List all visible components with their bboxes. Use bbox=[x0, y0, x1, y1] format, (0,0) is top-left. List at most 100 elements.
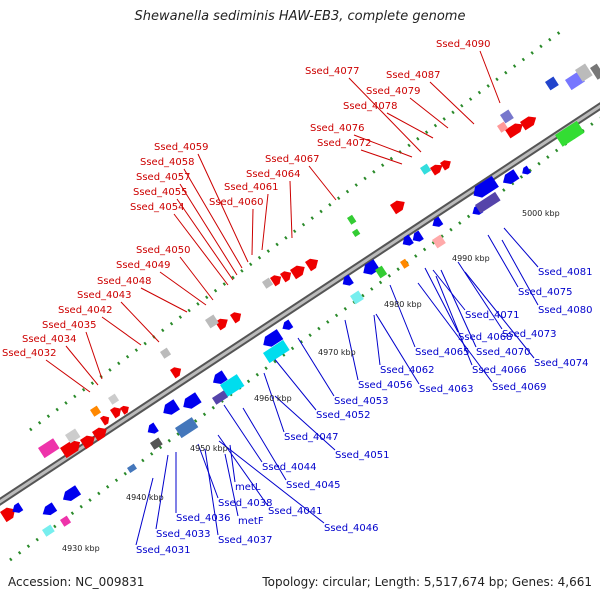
feature-box[interactable] bbox=[37, 438, 60, 459]
gene-label-forward[interactable]: Ssed_4048 bbox=[97, 276, 152, 287]
gene-label-reverse[interactable]: Ssed_4045 bbox=[286, 480, 341, 491]
gene-label-reverse[interactable]: Ssed_4037 bbox=[218, 535, 273, 546]
feature-box[interactable] bbox=[400, 258, 410, 269]
gene-label-reverse[interactable]: Ssed_4063 bbox=[419, 384, 474, 395]
reverse-gene[interactable] bbox=[40, 502, 58, 518]
feature-box[interactable] bbox=[65, 428, 81, 444]
feature-box[interactable] bbox=[575, 63, 593, 82]
gene-label-reverse[interactable]: Ssed_4038 bbox=[218, 498, 273, 509]
feature-box[interactable] bbox=[474, 191, 501, 214]
feature-box[interactable] bbox=[590, 63, 600, 80]
gene-label-forward[interactable]: Ssed_4076 bbox=[310, 123, 365, 134]
forward-gene[interactable] bbox=[92, 424, 110, 442]
gene-label-forward[interactable]: Ssed_4079 bbox=[366, 86, 421, 97]
feature-box[interactable] bbox=[346, 214, 357, 225]
gene-label-forward[interactable]: Ssed_4055 bbox=[133, 187, 188, 198]
forward-gene[interactable] bbox=[0, 504, 18, 523]
gene-label-forward[interactable]: Ssed_4035 bbox=[42, 320, 97, 331]
reverse-gene[interactable] bbox=[340, 274, 354, 289]
gene-label-reverse[interactable]: Ssed_4066 bbox=[472, 365, 527, 376]
feature-box[interactable] bbox=[420, 163, 432, 175]
gene-label-forward[interactable]: Ssed_4078 bbox=[343, 101, 398, 112]
gene-label-forward[interactable]: Ssed_4059 bbox=[154, 142, 209, 153]
gene-label-reverse[interactable]: Ssed_4053 bbox=[334, 396, 389, 407]
gene-label-reverse[interactable]: Ssed_4041 bbox=[268, 506, 323, 517]
forward-gene[interactable] bbox=[215, 315, 231, 331]
forward-gene[interactable] bbox=[120, 404, 131, 415]
forward-gene[interactable] bbox=[270, 273, 284, 287]
reverse-gene[interactable] bbox=[500, 169, 520, 187]
gene-label-forward[interactable]: Ssed_4043 bbox=[77, 290, 132, 301]
gene-label-reverse[interactable]: Ssed_4065 bbox=[415, 347, 470, 358]
feature-box[interactable] bbox=[108, 393, 120, 405]
gene-label-reverse[interactable]: metL bbox=[235, 482, 261, 493]
gene-label-forward[interactable]: Ssed_4054 bbox=[130, 202, 185, 213]
reverse-gene[interactable] bbox=[160, 399, 180, 418]
forward-gene[interactable] bbox=[60, 437, 83, 459]
gene-label-reverse[interactable]: Ssed_4074 bbox=[534, 358, 589, 369]
feature-box[interactable] bbox=[352, 228, 361, 238]
feature-box[interactable] bbox=[263, 339, 290, 364]
forward-gene[interactable] bbox=[170, 365, 184, 379]
feature-box[interactable] bbox=[159, 347, 172, 359]
forward-gene[interactable] bbox=[520, 113, 539, 131]
feature-box[interactable] bbox=[90, 405, 102, 417]
gene-label-reverse[interactable]: Ssed_4081 bbox=[538, 267, 593, 278]
gene-label-reverse[interactable]: Ssed_4033 bbox=[156, 529, 211, 540]
forward-gene[interactable] bbox=[390, 197, 408, 215]
feature-box[interactable] bbox=[500, 109, 514, 124]
gene-label-reverse[interactable]: Ssed_4068 bbox=[458, 332, 513, 343]
gene-label-reverse[interactable]: Ssed_4056 bbox=[358, 380, 413, 391]
reverse-gene[interactable] bbox=[400, 234, 414, 249]
gene-label-forward[interactable]: Ssed_4064 bbox=[246, 169, 301, 180]
reverse-gene[interactable] bbox=[520, 165, 532, 177]
reverse-gene[interactable] bbox=[430, 216, 444, 230]
gene-label-reverse[interactable]: Ssed_4047 bbox=[284, 432, 339, 443]
feature-box[interactable] bbox=[262, 277, 274, 289]
gene-label-reverse[interactable]: Ssed_4062 bbox=[380, 365, 435, 376]
forward-gene[interactable] bbox=[110, 405, 124, 419]
gene-label-reverse[interactable]: Ssed_4046 bbox=[324, 523, 379, 534]
gene-label-forward[interactable]: Ssed_4042 bbox=[58, 305, 113, 316]
gene-label-reverse[interactable]: Ssed_4071 bbox=[465, 310, 520, 321]
gene-label-reverse[interactable]: Ssed_4036 bbox=[176, 513, 231, 524]
gene-label-forward[interactable]: Ssed_4050 bbox=[136, 245, 191, 256]
feature-box[interactable] bbox=[431, 234, 446, 249]
forward-gene[interactable] bbox=[430, 161, 445, 176]
reverse-gene[interactable] bbox=[180, 392, 202, 412]
forward-gene[interactable] bbox=[80, 432, 98, 450]
gene-label-reverse[interactable]: Ssed_4070 bbox=[476, 347, 531, 358]
gene-label-reverse[interactable]: Ssed_4044 bbox=[262, 462, 317, 473]
gene-label-forward[interactable]: Ssed_4049 bbox=[116, 260, 171, 271]
forward-gene[interactable] bbox=[305, 255, 321, 272]
forward-gene[interactable] bbox=[280, 269, 294, 283]
forward-gene[interactable] bbox=[505, 120, 526, 139]
gene-label-forward[interactable]: Ssed_4072 bbox=[317, 138, 372, 149]
feature-box[interactable] bbox=[150, 437, 163, 450]
gene-label-reverse[interactable]: Ssed_4051 bbox=[335, 450, 390, 461]
feature-box[interactable] bbox=[212, 390, 229, 405]
feature-box[interactable] bbox=[497, 121, 509, 133]
feature-box[interactable] bbox=[174, 417, 199, 439]
gene-label-forward[interactable]: Ssed_4087 bbox=[386, 70, 441, 81]
gene-label-forward[interactable]: Ssed_4067 bbox=[265, 154, 320, 165]
reverse-gene[interactable] bbox=[470, 175, 499, 201]
forward-gene[interactable] bbox=[290, 262, 308, 280]
feature-box[interactable] bbox=[42, 524, 55, 537]
forward-gene[interactable] bbox=[440, 158, 453, 171]
feature-box[interactable] bbox=[350, 290, 364, 305]
feature-box[interactable] bbox=[60, 515, 72, 527]
reverse-gene[interactable] bbox=[210, 370, 228, 387]
reverse-gene[interactable] bbox=[60, 485, 82, 504]
forward-gene[interactable] bbox=[230, 310, 244, 324]
gene-label-forward[interactable]: Ssed_4090 bbox=[436, 39, 491, 50]
gene-label-reverse[interactable]: Ssed_4052 bbox=[316, 410, 371, 421]
reverse-gene[interactable] bbox=[10, 502, 24, 516]
feature-box[interactable] bbox=[544, 76, 559, 91]
gene-label-reverse[interactable]: Ssed_4073 bbox=[502, 329, 557, 340]
reverse-gene[interactable] bbox=[410, 230, 424, 245]
feature-box[interactable] bbox=[375, 265, 388, 279]
gene-label-reverse[interactable]: Ssed_4075 bbox=[518, 287, 573, 298]
gene-label-reverse[interactable]: Ssed_4031 bbox=[136, 545, 191, 556]
feature-box[interactable] bbox=[220, 374, 245, 397]
